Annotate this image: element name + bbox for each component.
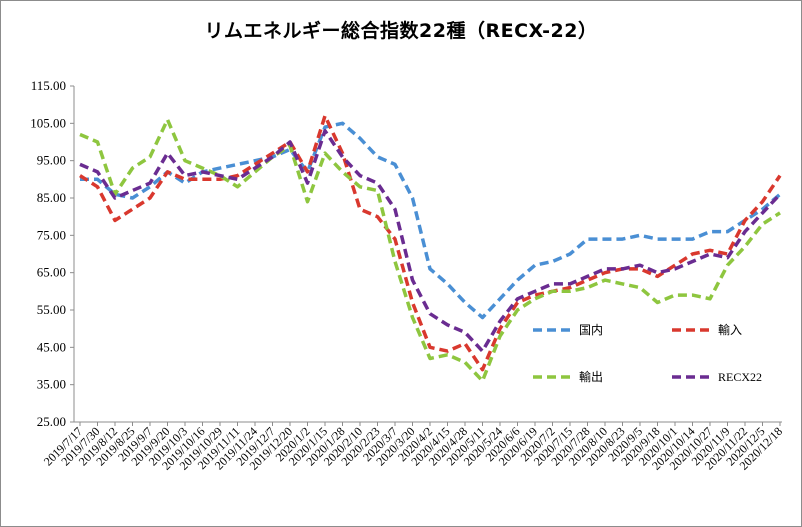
y-tick-label: 25.00	[37, 414, 66, 429]
y-tick-label: 85.00	[37, 190, 66, 205]
y-tick-label: 115.00	[31, 78, 66, 93]
series-line-3	[79, 117, 781, 383]
chart-title: リムエネルギー総合指数22種（RECX-22）	[204, 20, 598, 42]
legend-label: 輸出	[579, 369, 603, 384]
y-tick-label: 75.00	[37, 227, 66, 242]
y-tick-label: 35.00	[37, 377, 66, 392]
series-line-4	[79, 129, 782, 353]
legend-label: 輸入	[718, 322, 742, 337]
series-line-2	[79, 114, 782, 372]
legend-label: 国内	[579, 323, 603, 337]
y-tick-label: 45.00	[37, 339, 66, 354]
y-tick-label: 105.00	[30, 115, 66, 130]
legend-label: RECX22	[718, 370, 762, 384]
y-tick-label: 55.00	[37, 302, 66, 317]
series-line-1	[80, 121, 782, 320]
y-tick-label: 95.00	[37, 153, 66, 168]
y-tick-label: 65.00	[37, 265, 66, 280]
